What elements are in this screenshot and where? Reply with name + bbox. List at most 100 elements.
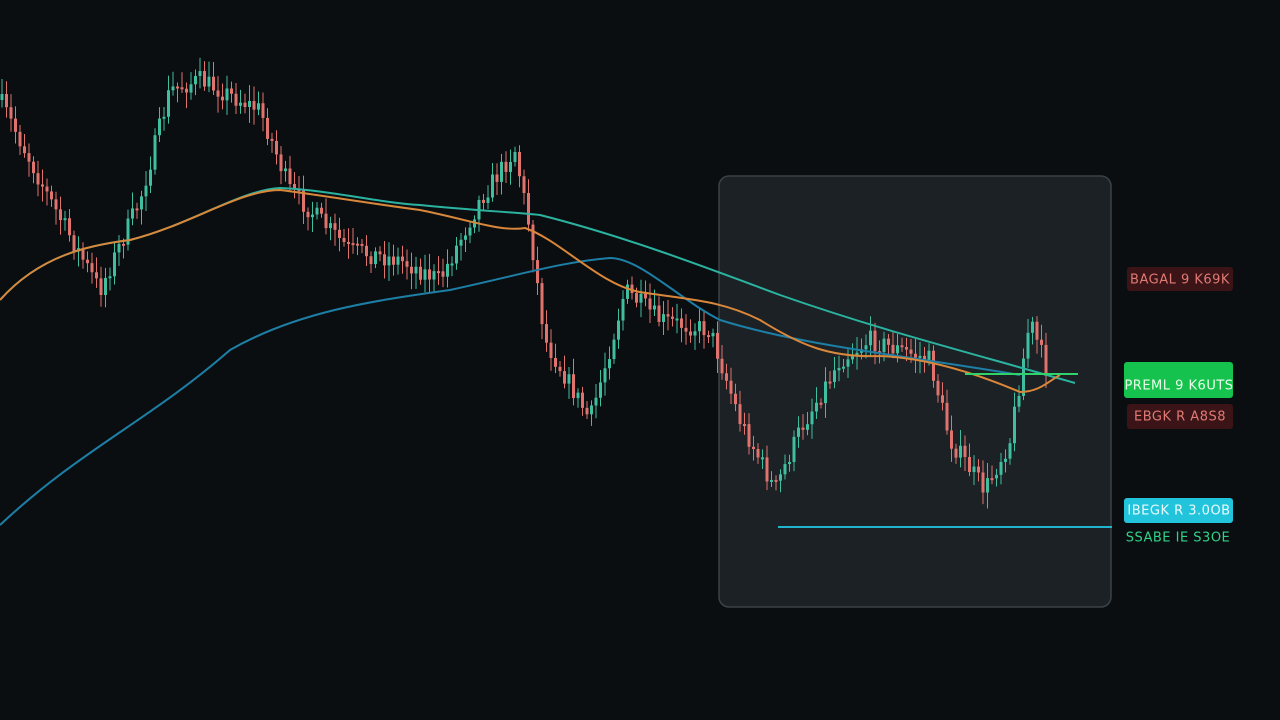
candle-body	[954, 448, 958, 458]
candle-body	[684, 327, 688, 332]
candle-body	[972, 466, 976, 473]
candle-body	[342, 237, 346, 242]
candle-body	[833, 370, 836, 382]
candle-body	[0, 94, 4, 100]
candle-body	[986, 478, 989, 493]
candle-body	[563, 371, 566, 384]
candle-body	[437, 271, 440, 274]
candle-body	[977, 466, 980, 473]
candle-body	[581, 392, 584, 408]
candle-body	[405, 261, 409, 267]
candle-body	[126, 218, 130, 245]
candle-body	[887, 338, 890, 345]
label-bg	[1127, 267, 1233, 291]
candle-body	[950, 430, 953, 449]
candle-body	[1013, 406, 1016, 444]
candle-body	[365, 245, 368, 257]
candle-body	[266, 117, 269, 139]
candle-body	[999, 461, 1003, 475]
candle-body	[374, 251, 377, 265]
candle-body	[806, 424, 809, 430]
price-label[interactable]: IBEGK R 3.0OB	[1127, 504, 1230, 519]
candle-body	[68, 218, 71, 236]
candle-body	[27, 153, 31, 162]
candle-body	[743, 424, 746, 427]
candle-body	[495, 174, 499, 182]
candle-body	[171, 86, 175, 91]
candle-body	[914, 353, 917, 358]
candle-body	[356, 243, 359, 246]
candle-body	[824, 381, 827, 404]
candle-body	[432, 271, 436, 280]
price-label[interactable]: PREML 9 K6UTS	[1124, 379, 1233, 394]
candle-body	[410, 266, 413, 274]
candle-body	[522, 176, 526, 194]
candle-body	[329, 223, 332, 229]
candle-body	[482, 199, 485, 203]
candle-body	[846, 359, 850, 367]
selection-box[interactable]	[718, 175, 1112, 608]
candle-body	[707, 335, 710, 338]
candle-body	[261, 103, 265, 118]
candle-body	[99, 278, 103, 296]
candle-body	[81, 248, 85, 260]
candle-body	[734, 393, 737, 405]
candle-body	[90, 263, 94, 273]
candle-body	[180, 87, 184, 90]
candle-body	[747, 424, 751, 447]
candle-body	[221, 96, 224, 101]
candle-body	[36, 173, 40, 185]
candle-body	[959, 445, 962, 458]
candle-body	[927, 350, 931, 362]
candle-body	[752, 446, 755, 450]
candle-body	[284, 168, 287, 172]
label-bg	[1124, 498, 1233, 523]
candle-body	[626, 284, 629, 299]
candle-body	[891, 344, 895, 354]
candle-body	[117, 243, 121, 253]
candle-body	[257, 103, 260, 110]
candle-body	[716, 332, 719, 359]
candle-body	[788, 462, 791, 465]
candle-body	[648, 298, 652, 310]
candle-body	[378, 251, 382, 255]
candle-body	[9, 107, 13, 119]
candle-body	[122, 243, 125, 246]
candle-body	[14, 118, 17, 132]
candle-body	[797, 427, 800, 437]
candle-body	[675, 318, 679, 321]
candle-body	[617, 320, 620, 340]
candle-body	[842, 366, 845, 369]
candle-body	[945, 402, 949, 431]
candle-body	[756, 449, 760, 458]
candle-body	[86, 259, 89, 264]
candle-body	[765, 457, 769, 482]
candle-body	[450, 263, 454, 266]
candle-body	[54, 199, 58, 210]
candle-body	[446, 263, 449, 277]
candle-body	[783, 464, 787, 475]
candle-body	[140, 196, 143, 210]
candle-body	[225, 88, 229, 101]
candle-body	[558, 366, 562, 372]
candle-body	[837, 367, 841, 371]
candle-body	[234, 93, 238, 106]
candle-body	[1026, 332, 1030, 359]
candle-body	[243, 102, 247, 108]
candle-body	[527, 193, 530, 225]
candle-body	[288, 168, 292, 185]
candle-body	[720, 358, 724, 374]
candle-body	[153, 135, 157, 170]
candle-body	[387, 256, 391, 266]
candle-body	[738, 404, 742, 425]
candle-body	[113, 252, 116, 277]
candle-body	[167, 90, 170, 117]
candle-body	[270, 138, 274, 141]
candle-body	[549, 342, 553, 358]
candle-body	[932, 350, 935, 381]
candle-body	[612, 339, 616, 360]
candle-body	[909, 349, 913, 354]
candle-body	[212, 76, 215, 91]
candle-body	[72, 235, 76, 252]
candle-body	[194, 75, 197, 85]
